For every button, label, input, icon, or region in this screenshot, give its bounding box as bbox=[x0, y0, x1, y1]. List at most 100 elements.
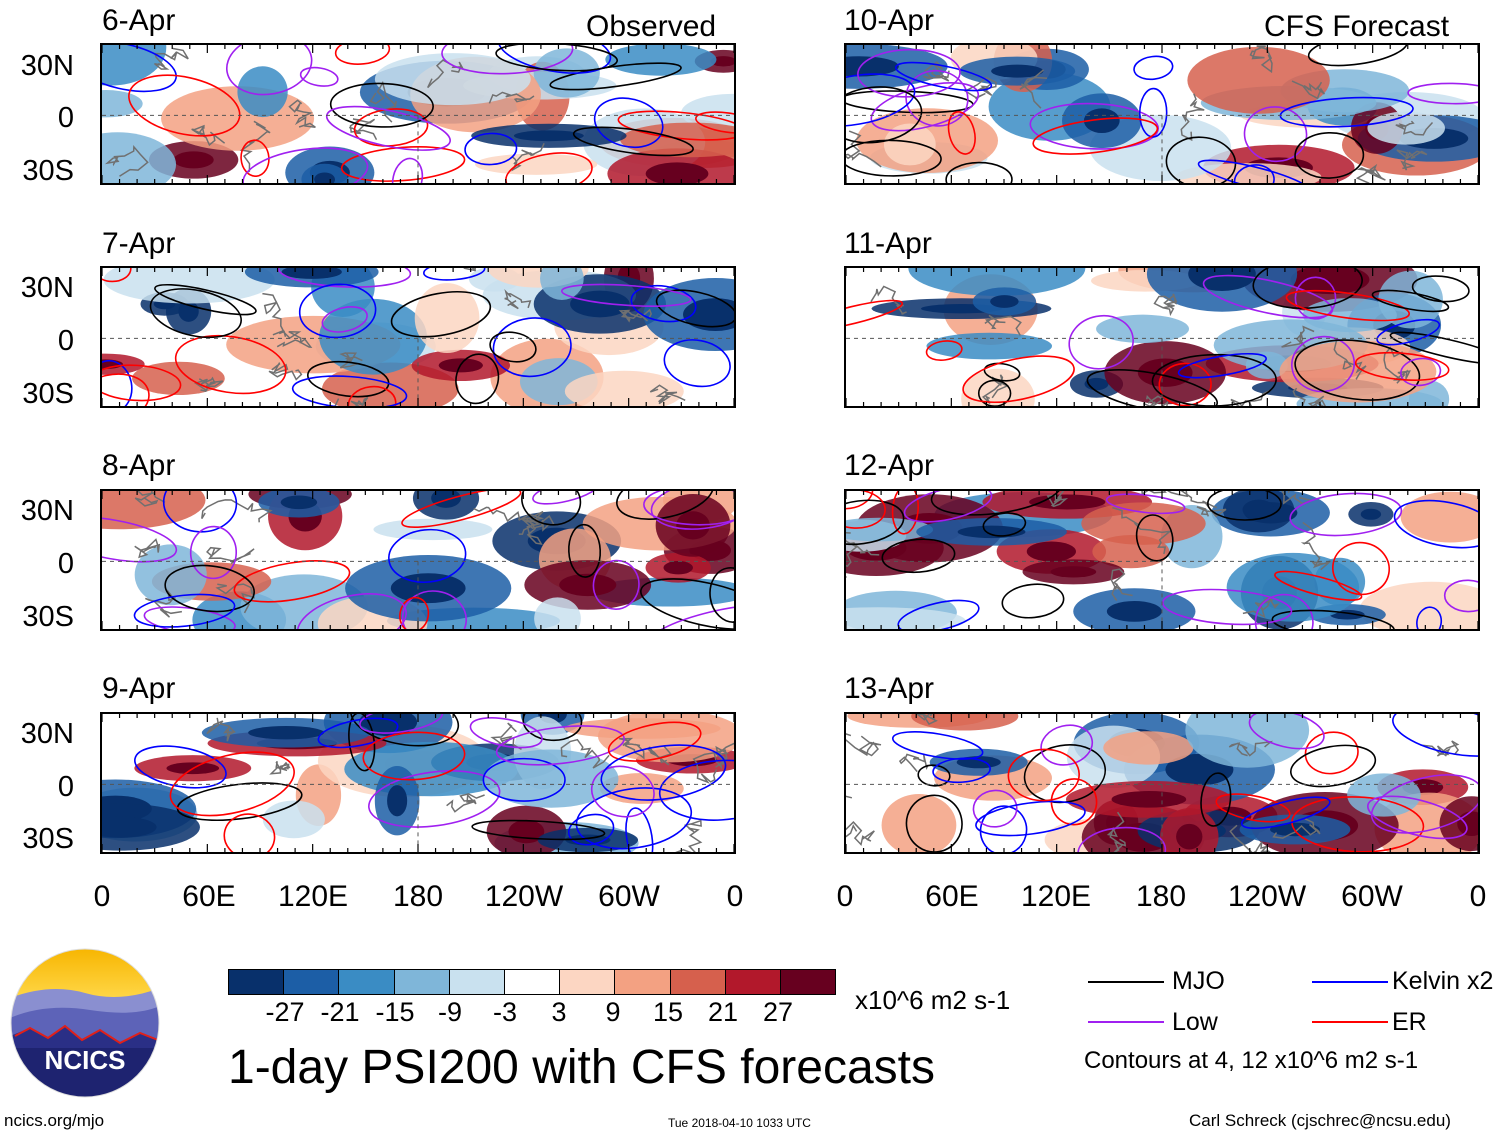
coastline bbox=[511, 142, 545, 172]
colorbar-swatch bbox=[449, 970, 505, 994]
map-panel bbox=[100, 43, 736, 185]
shading-core bbox=[559, 573, 617, 597]
coastline bbox=[201, 499, 273, 523]
coastline bbox=[1228, 740, 1274, 757]
anomaly-contour bbox=[617, 110, 734, 141]
anomaly-contour bbox=[1161, 588, 1293, 626]
forecast-header: CFS Forecast bbox=[1264, 10, 1450, 43]
shading-blob bbox=[564, 370, 684, 406]
legend-label: MJO bbox=[1172, 967, 1225, 995]
anomaly-contour bbox=[350, 714, 460, 747]
anomaly-contour bbox=[1158, 362, 1212, 406]
anomaly-contour bbox=[102, 359, 133, 406]
anomaly-contour bbox=[549, 62, 682, 91]
anomaly-contour bbox=[1279, 96, 1414, 128]
lat-label: 0 bbox=[57, 102, 74, 134]
anomaly-contour bbox=[223, 813, 276, 852]
coastline bbox=[1019, 69, 1048, 109]
panel-date-title: 6-Apr bbox=[102, 4, 176, 37]
anomaly-contour bbox=[1294, 276, 1337, 320]
anomaly-contour bbox=[1354, 351, 1450, 381]
lat-label: 30S bbox=[22, 823, 74, 855]
shading-core bbox=[359, 714, 418, 737]
shading-blob bbox=[883, 123, 936, 166]
shading-blob bbox=[475, 153, 598, 175]
shading-core bbox=[1360, 508, 1382, 520]
anomaly-contour bbox=[1105, 493, 1186, 515]
anomaly-contour bbox=[174, 335, 287, 395]
shading-core bbox=[1050, 566, 1097, 578]
anomaly-contour bbox=[298, 283, 377, 339]
shading-core bbox=[248, 726, 324, 740]
coastline bbox=[618, 308, 653, 323]
anomaly-contour bbox=[1370, 774, 1478, 834]
coastline bbox=[1141, 491, 1206, 504]
shading-blob bbox=[414, 283, 480, 353]
anomaly-contour bbox=[317, 717, 399, 749]
anomaly-contour bbox=[242, 147, 369, 183]
anomaly-contour bbox=[891, 731, 984, 760]
anomaly-contour bbox=[881, 538, 956, 574]
coastline bbox=[1291, 80, 1326, 100]
coastline bbox=[1420, 740, 1460, 757]
lat-label: 30N bbox=[20, 718, 74, 750]
figure-title: 1-day PSI200 with CFS forecasts bbox=[228, 1041, 935, 1094]
anomaly-contour bbox=[640, 578, 734, 629]
colorbar-swatch bbox=[394, 970, 450, 994]
anomaly-contour bbox=[189, 525, 238, 580]
coastline bbox=[846, 532, 858, 578]
coastline bbox=[1196, 500, 1227, 518]
anomaly-contour bbox=[947, 111, 976, 155]
anomaly-contour bbox=[1177, 352, 1267, 379]
lon-label: 60W bbox=[1341, 880, 1403, 913]
psi200-map bbox=[846, 268, 1478, 406]
anomaly-contour bbox=[962, 355, 1075, 404]
anomaly-contour bbox=[423, 268, 486, 281]
colorbar bbox=[228, 969, 836, 995]
coastline bbox=[446, 793, 485, 813]
anomaly-contour bbox=[388, 528, 467, 584]
anomaly-contour bbox=[846, 73, 916, 127]
shading-blob bbox=[102, 45, 167, 86]
colorbar-label: -27 bbox=[265, 997, 305, 1027]
anomaly-contour bbox=[102, 268, 132, 283]
colorbar-label: -9 bbox=[437, 997, 463, 1027]
anomaly-contour bbox=[1389, 331, 1478, 365]
anomaly-contour bbox=[296, 593, 407, 629]
anomaly-contour bbox=[625, 807, 654, 852]
anomaly-contour bbox=[340, 146, 466, 182]
coastline bbox=[1110, 568, 1133, 602]
coastline bbox=[206, 546, 255, 565]
coastline bbox=[1106, 811, 1127, 852]
anomaly-contour bbox=[102, 516, 178, 563]
anomaly-contour bbox=[857, 48, 961, 98]
anomaly-contour bbox=[643, 491, 734, 526]
shading-blob bbox=[846, 607, 966, 629]
shading-blob bbox=[102, 491, 206, 530]
anomaly-contour bbox=[162, 491, 238, 533]
anomaly-contour bbox=[169, 751, 295, 817]
anomaly-contour bbox=[846, 139, 942, 177]
lat-label: 0 bbox=[57, 325, 74, 357]
anomaly-contour bbox=[1040, 724, 1094, 766]
shading-core bbox=[387, 785, 408, 817]
anomaly-contour bbox=[655, 289, 734, 328]
anomaly-contour bbox=[277, 268, 412, 288]
colorbar-swatch bbox=[339, 970, 395, 994]
legend-label: Kelvin x2 bbox=[1392, 967, 1494, 995]
anomaly-contour bbox=[134, 745, 227, 789]
coastline bbox=[870, 285, 907, 315]
anomaly-contour bbox=[497, 45, 612, 74]
anomaly-contour bbox=[977, 379, 1012, 406]
site-url: ncics.org/mjo bbox=[4, 1111, 105, 1130]
coastline bbox=[517, 517, 544, 545]
anomaly-contour bbox=[709, 567, 734, 623]
colorbar-label: 3 bbox=[551, 997, 567, 1027]
coastline bbox=[272, 330, 313, 348]
coastline bbox=[692, 751, 723, 784]
coastline bbox=[1153, 293, 1178, 317]
legend-label: ER bbox=[1392, 1008, 1427, 1036]
panel-date-title: 10-Apr bbox=[844, 4, 935, 37]
coastline bbox=[488, 91, 535, 104]
coastline bbox=[675, 819, 703, 852]
